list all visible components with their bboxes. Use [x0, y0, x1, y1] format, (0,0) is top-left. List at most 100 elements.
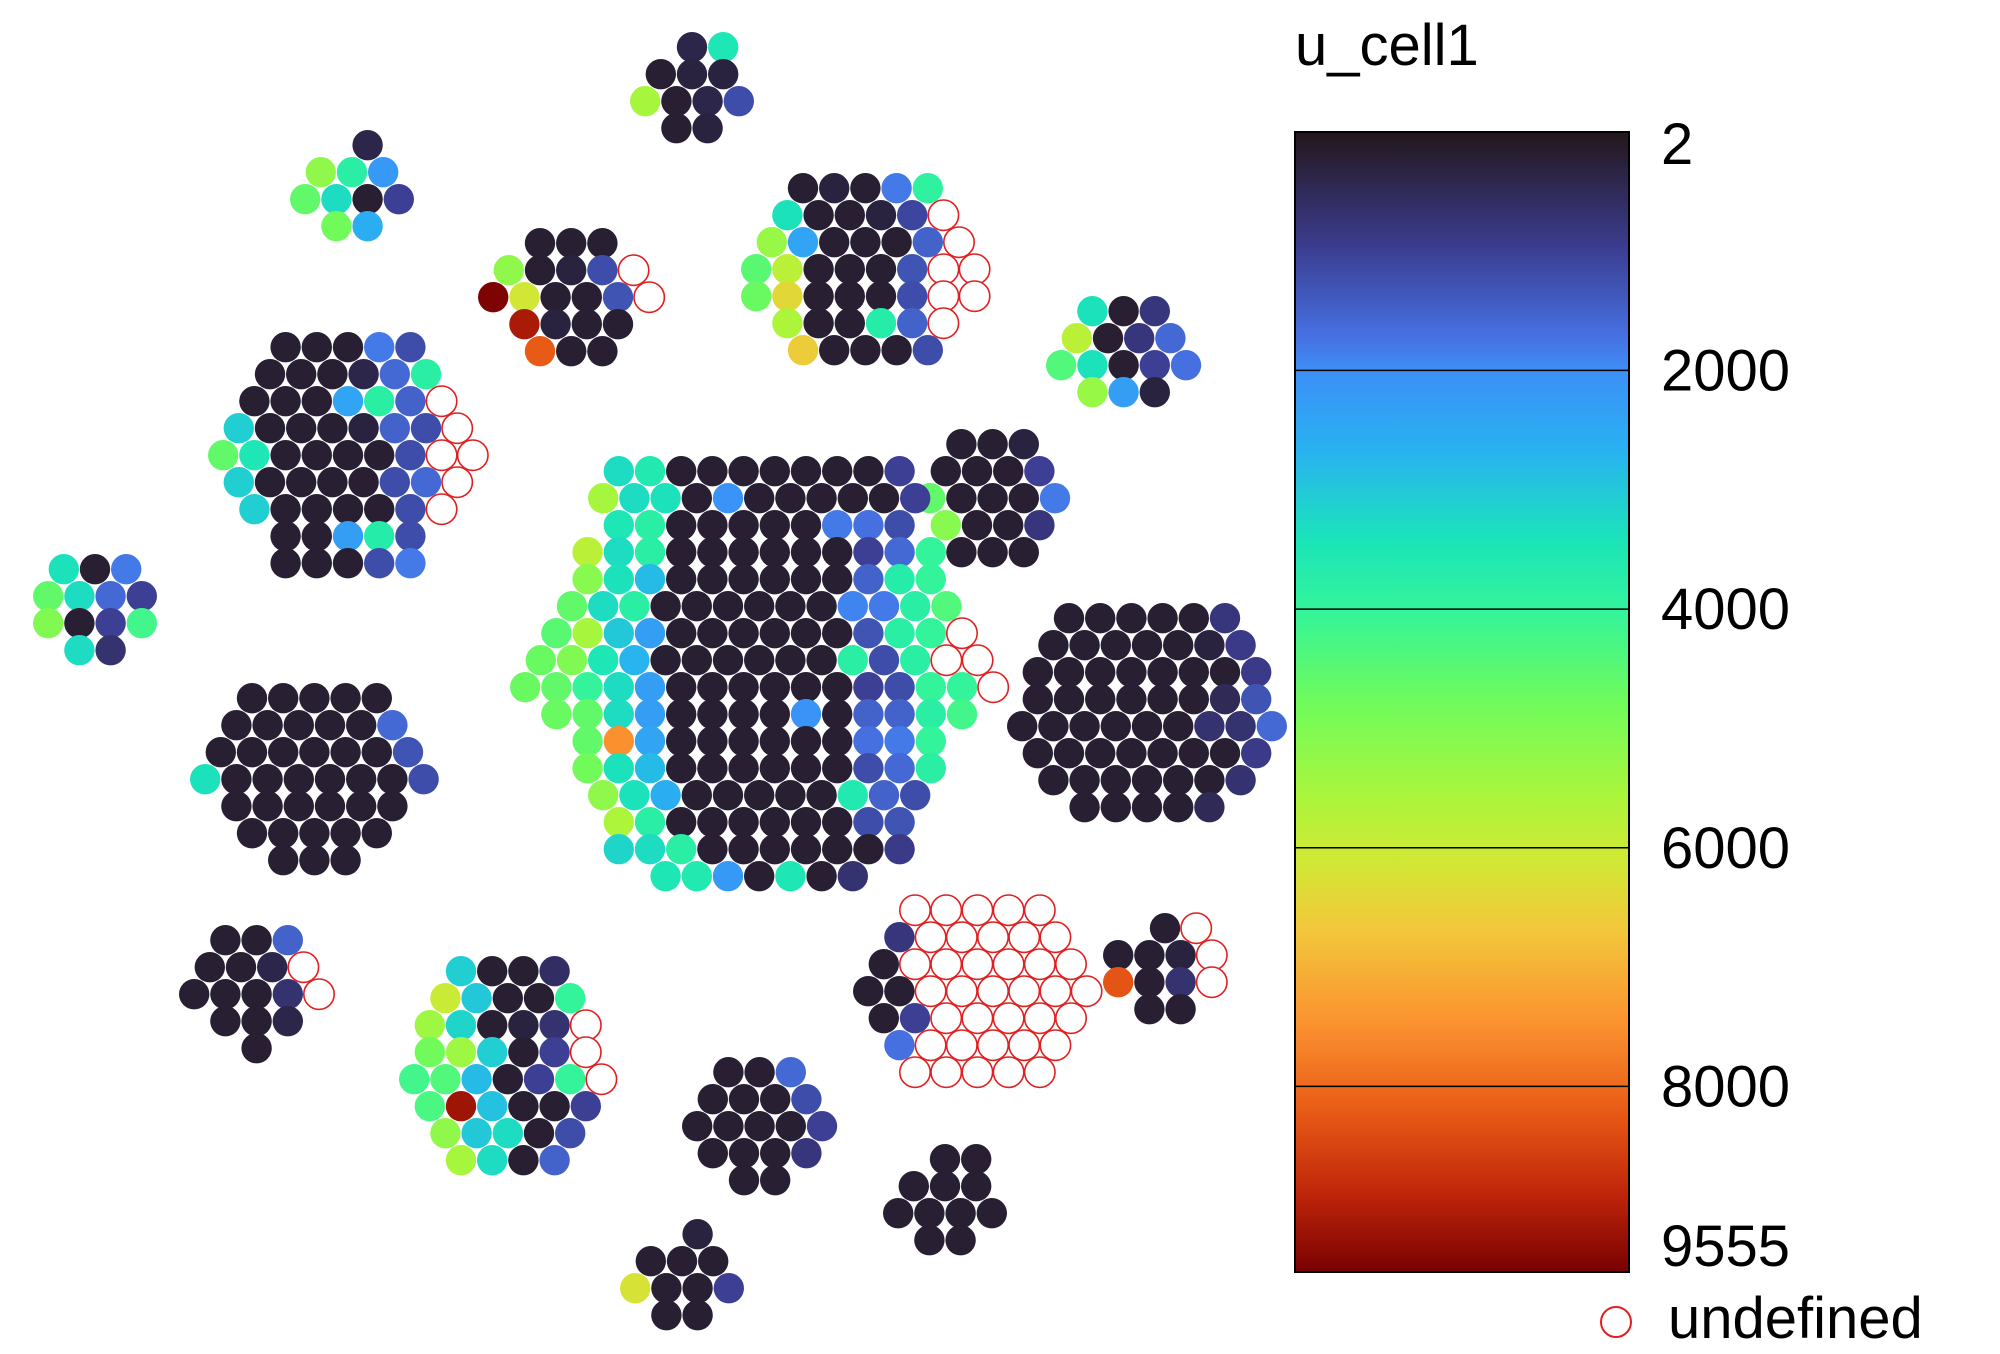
- cell-point: [744, 1057, 775, 1088]
- cell-point: [868, 1003, 899, 1034]
- cell-point: [806, 1111, 838, 1142]
- cell-undefined: [585, 1063, 618, 1096]
- cell-point: [1022, 738, 1053, 769]
- cell-point: [806, 645, 837, 676]
- cell-point: [759, 456, 790, 487]
- cell-point: [603, 564, 634, 595]
- cell-point: [540, 309, 571, 340]
- cell-undefined: [992, 1056, 1025, 1089]
- cell-cluster-bottom-small: [620, 1219, 744, 1331]
- cell-point: [477, 956, 508, 987]
- cell-point: [283, 791, 314, 822]
- cell-point: [478, 282, 509, 313]
- cell-point: [223, 413, 254, 444]
- cell-point: [603, 672, 634, 703]
- cell-point: [272, 979, 303, 1010]
- cell-undefined: [1023, 1002, 1056, 1035]
- cell-point: [239, 440, 270, 471]
- cell-point: [1225, 765, 1256, 796]
- cell-point: [236, 683, 268, 714]
- cell-point: [790, 510, 822, 541]
- cell-point: [712, 483, 744, 514]
- cell-point: [993, 510, 1024, 541]
- cell-point: [1225, 711, 1256, 742]
- cell-point: [1022, 657, 1053, 688]
- cell-point: [361, 737, 392, 768]
- cell-point: [1024, 510, 1055, 541]
- cell-point: [760, 1084, 791, 1115]
- colorbar-title: u_cell1: [1295, 13, 1479, 78]
- cell-point: [884, 618, 915, 649]
- cell-point: [299, 818, 330, 849]
- cell-point: [676, 58, 708, 90]
- cell-point: [881, 173, 912, 204]
- cell-undefined: [945, 975, 978, 1008]
- cell-point: [977, 483, 1008, 514]
- cell-point: [634, 456, 666, 487]
- cell-point: [634, 699, 666, 730]
- cell-point: [1165, 967, 1196, 998]
- cell-point: [634, 510, 666, 541]
- cell-point: [661, 86, 692, 117]
- cell-point: [744, 591, 775, 622]
- cell-point: [603, 699, 634, 730]
- cell-point: [850, 227, 881, 258]
- cell-point: [299, 845, 330, 876]
- cell-point: [850, 335, 881, 366]
- cell-point: [713, 1057, 744, 1088]
- cell-undefined: [617, 254, 650, 287]
- cell-point: [697, 618, 728, 649]
- cell-point: [803, 308, 834, 339]
- cell-point: [666, 672, 697, 703]
- cell-point: [257, 952, 288, 983]
- cell-point: [806, 483, 837, 514]
- undefined-marker: [1600, 1306, 1632, 1338]
- cell-point: [1209, 603, 1241, 634]
- cell-undefined: [1055, 948, 1088, 981]
- cell-point: [555, 1118, 586, 1149]
- cell-point: [508, 1145, 539, 1176]
- cell-point: [587, 228, 618, 259]
- cell-point: [361, 683, 392, 714]
- cell-point: [414, 1037, 445, 1068]
- cell-point: [1163, 765, 1194, 796]
- cell-point: [445, 1009, 477, 1041]
- cell-point: [666, 807, 697, 838]
- cell-point: [634, 618, 666, 649]
- cell-point: [898, 1171, 929, 1202]
- cell-undefined: [898, 1056, 931, 1089]
- cell-point: [790, 834, 822, 865]
- cell-point: [884, 699, 915, 730]
- cell-point: [744, 780, 775, 811]
- cell-point: [210, 979, 241, 1010]
- cell-point: [899, 1003, 931, 1034]
- cell-point: [977, 429, 1008, 460]
- cell-point: [787, 335, 819, 366]
- cell-point: [361, 818, 392, 849]
- colorbar-tick-label: 9555: [1661, 1214, 1790, 1279]
- cell-point: [819, 335, 850, 366]
- cell-point: [650, 483, 681, 514]
- cell-point: [790, 726, 822, 757]
- colorbar-tick-label: 6000: [1661, 816, 1790, 881]
- cell-point: [1131, 765, 1163, 796]
- cell-point: [713, 1273, 744, 1304]
- cell-point: [603, 726, 634, 757]
- cell-point: [1131, 792, 1163, 823]
- cell-undefined: [927, 199, 960, 232]
- cell-point: [884, 510, 915, 541]
- cell-point: [539, 1037, 570, 1068]
- cell-point: [634, 537, 666, 568]
- cell-point: [299, 683, 330, 714]
- cell-point: [395, 386, 426, 417]
- cell-point: [395, 494, 426, 525]
- cell-point: [681, 780, 712, 811]
- cell-point: [541, 618, 572, 649]
- cell-point: [588, 483, 619, 514]
- cell-point: [603, 753, 634, 784]
- cell-point: [1061, 323, 1093, 354]
- cell-point: [332, 521, 364, 552]
- cell-point: [252, 791, 283, 822]
- cell-point: [330, 818, 361, 849]
